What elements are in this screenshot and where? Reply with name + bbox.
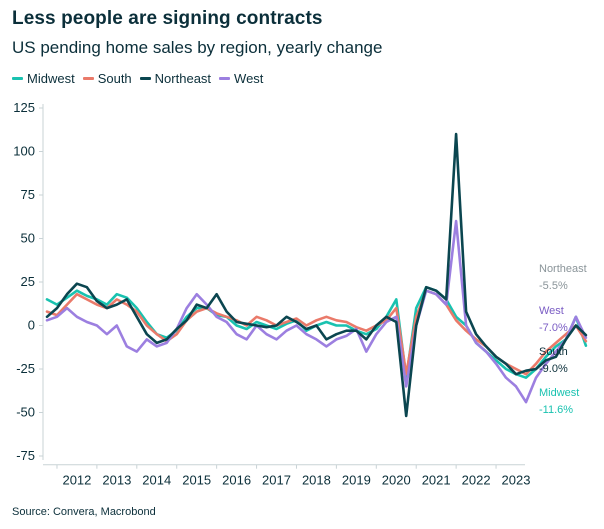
end-label-name-west: West <box>539 305 564 317</box>
legend-swatch-midwest <box>12 77 23 80</box>
x-tick-label: 2017 <box>262 473 291 488</box>
legend-item-midwest: Midwest <box>12 71 75 86</box>
y-tick-label: 100 <box>13 144 35 159</box>
legend: Midwest South Northeast West <box>12 71 271 86</box>
series-line-northeast <box>45 132 588 418</box>
end-label-name-south: South <box>539 346 568 358</box>
legend-label-west: West <box>234 71 264 86</box>
x-tick-label: 2019 <box>342 473 371 488</box>
legend-label-south: South <box>97 71 132 86</box>
legend-item-northeast: Northeast <box>139 71 212 86</box>
y-tick-label: -25 <box>16 361 35 376</box>
y-tick-label: 125 <box>13 100 35 115</box>
y-tick-label: 50 <box>21 231 35 246</box>
end-label-value-northeast: -5.5% <box>539 280 568 292</box>
legend-label-northeast: Northeast <box>154 71 212 86</box>
x-tick-label: 2020 <box>382 473 411 488</box>
legend-item-south: South <box>82 71 132 86</box>
legend-item-west: West <box>219 71 263 86</box>
x-tick-label: 2016 <box>222 473 251 488</box>
end-label-name-northeast: Northeast <box>539 263 587 275</box>
y-tick-label: -75 <box>16 448 35 463</box>
series-line-west <box>45 219 588 404</box>
legend-swatch-south <box>82 77 94 80</box>
y-tick-label: 25 <box>21 274 35 289</box>
chart-title: Less people are signing contracts <box>12 8 323 29</box>
legend-swatch-west <box>219 77 231 80</box>
x-tick-label: 2022 <box>462 473 491 488</box>
x-tick-label: 2018 <box>302 473 331 488</box>
y-tick-label: -50 <box>16 405 35 420</box>
legend-swatch-northeast <box>139 77 151 80</box>
y-tick-label: 0 <box>28 318 35 333</box>
x-tick-label: 2015 <box>182 473 211 488</box>
end-label-value-south: -9.0% <box>539 363 568 375</box>
y-tick-label: 75 <box>21 187 35 202</box>
end-label-value-midwest: -11.6% <box>539 404 573 416</box>
x-tick-label: 2012 <box>62 473 91 488</box>
end-label-name-midwest: Midwest <box>539 387 579 399</box>
end-label-value-west: -7.0% <box>539 322 568 334</box>
source-note: Source: Convera, Macrobond <box>12 506 156 518</box>
x-tick-label: 2021 <box>422 473 451 488</box>
x-tick-label: 2023 <box>502 473 531 488</box>
x-tick-label: 2014 <box>142 473 171 488</box>
chart-subtitle: US pending home sales by region, yearly … <box>12 38 383 57</box>
legend-label-midwest: Midwest <box>27 71 75 86</box>
x-tick-label: 2013 <box>102 473 131 488</box>
